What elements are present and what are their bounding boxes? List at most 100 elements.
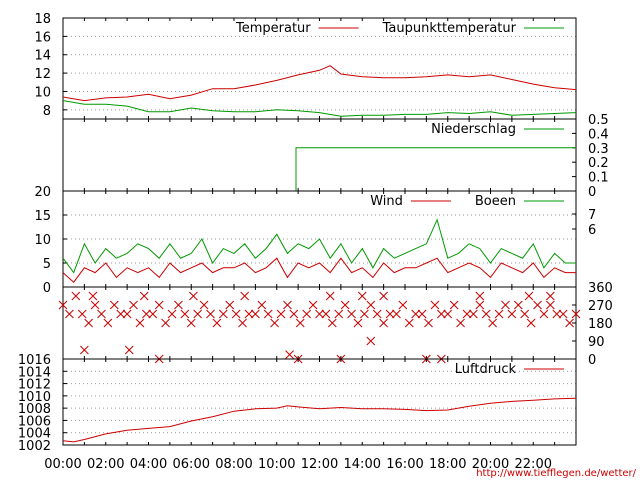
legend-label: Temperatur (235, 21, 311, 36)
data-point (65, 309, 74, 319)
data-point (327, 318, 337, 328)
y-tick-label: 1006 (18, 414, 51, 429)
y-tick-label: 16 (34, 30, 51, 45)
data-point (251, 309, 260, 319)
data-point (524, 291, 534, 301)
data-point (321, 309, 331, 319)
data-point (270, 318, 279, 328)
data-point (186, 318, 196, 328)
data-point (539, 309, 549, 319)
data-point (167, 309, 177, 319)
x-tick-label: 22:00 (515, 457, 552, 472)
series-line-precipitation-0 (63, 147, 576, 192)
y-tick-label: 1012 (18, 378, 51, 393)
data-point (231, 309, 241, 319)
series-line-pressure-0 (62, 397, 577, 443)
data-point (545, 291, 555, 301)
data-point (357, 291, 367, 301)
data-point (225, 300, 235, 310)
data-point (129, 300, 138, 310)
data-point (462, 309, 472, 319)
data-point (206, 309, 215, 319)
footer-url[interactable]: http://www.tiefflegen.de/wetter/ (476, 468, 636, 479)
data-point (103, 318, 113, 328)
data-point (283, 300, 292, 310)
data-point (257, 300, 267, 310)
data-point (238, 318, 247, 328)
y2-tick-label: 0.1 (588, 171, 609, 186)
x-axis: 00:00 02:00 04:00 06:00 08:00 10:00 12:00 14:00… (44, 457, 552, 472)
data-point (148, 309, 158, 319)
y2-tick-label: 6 (588, 223, 596, 238)
y2-tick-label: 0.4 (588, 127, 609, 142)
data-point (469, 309, 478, 319)
y-tick-label: 1008 (18, 402, 51, 417)
data-point (494, 309, 504, 319)
data-point (80, 345, 89, 355)
data-point (520, 309, 530, 319)
legend-label: Boeen (475, 194, 516, 209)
series-line-wind-0 (62, 257, 576, 283)
y2-tick-label: 270 (588, 299, 613, 314)
data-point (513, 300, 523, 310)
y-tick-label: 10 (34, 85, 51, 100)
data-point (558, 309, 568, 319)
data-point (372, 309, 382, 319)
y2-tick-label: 0.5 (588, 113, 609, 128)
data-point (347, 309, 356, 319)
data-point (507, 309, 517, 319)
y-tick-label: 20 (34, 185, 51, 200)
data-point (193, 309, 203, 319)
data-point (501, 300, 510, 310)
chart-panels: 81012141618TaupunkttemperaturTemperatur0… (18, 12, 613, 454)
data-point (417, 309, 427, 319)
data-point (385, 309, 395, 319)
panel-wind: 0 5 10 15 20 67 Boeen Wind (34, 185, 596, 296)
data-point (475, 300, 485, 310)
y2-tick-label: 0.2 (588, 156, 609, 171)
data-point (122, 309, 132, 319)
data-point (84, 318, 94, 328)
x-tick-label: 06:00 (173, 457, 210, 472)
data-point (240, 291, 250, 301)
data-point (379, 318, 388, 328)
data-point (411, 309, 421, 319)
data-point (71, 291, 81, 301)
data-point (116, 309, 126, 319)
data-point (90, 300, 100, 310)
data-point (285, 350, 294, 359)
data-point (276, 309, 286, 319)
y2-tick-label: 180 (588, 317, 613, 332)
data-point (456, 318, 465, 328)
x-tick-label: 08:00 (215, 457, 252, 472)
data-point (124, 345, 134, 355)
legend-label: Niederschlag (431, 122, 516, 137)
legend-label: Luftdruck (455, 362, 517, 377)
data-point (424, 318, 433, 328)
data-point (189, 291, 198, 301)
data-point (77, 309, 87, 319)
data-point (295, 318, 305, 328)
y2-tick-label: 0.3 (588, 142, 609, 157)
data-point (135, 318, 145, 328)
data-point (488, 318, 497, 328)
y-tick-label: 14 (34, 49, 51, 64)
data-point (366, 300, 376, 310)
y-tick-label: 10 (34, 233, 51, 248)
data-point (325, 291, 335, 301)
data-point (533, 300, 542, 310)
y2-tick-label: 0 (588, 353, 596, 368)
y-tick-label: 18 (34, 12, 51, 27)
y2-tick-label: 0 (588, 185, 596, 200)
series-line-temperature-0 (62, 65, 577, 102)
y-tick-label: 8 (43, 104, 51, 119)
data-point (263, 309, 273, 319)
y-tick-label: 1002 (18, 439, 51, 454)
data-point (97, 309, 106, 319)
data-point (244, 309, 254, 319)
data-point (430, 300, 440, 310)
data-point (475, 291, 485, 301)
data-point (302, 309, 312, 319)
data-point (571, 309, 581, 319)
